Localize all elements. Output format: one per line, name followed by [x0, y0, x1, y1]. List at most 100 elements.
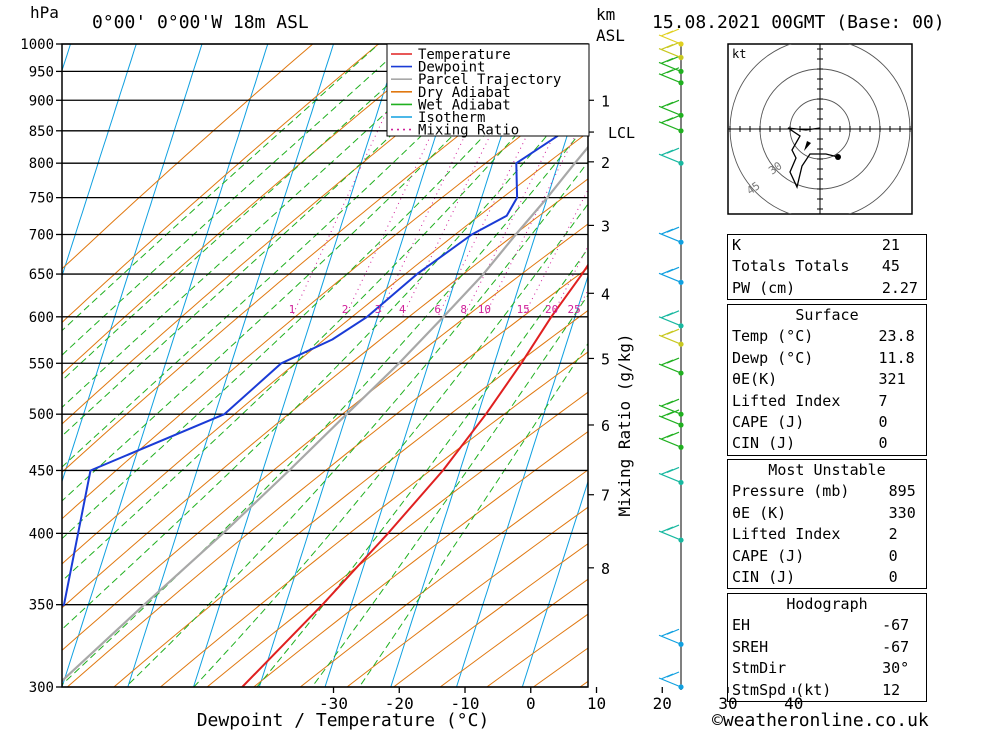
height-tick-label: 2: [601, 154, 610, 172]
height-tick-label: 7: [601, 487, 610, 505]
height-tick-label: 1: [601, 92, 610, 110]
surface-li-label: Lifted Index: [732, 391, 841, 410]
mu-cin-value: 0: [888, 568, 898, 587]
hodograph-table: Hodograph EH -67 SREH -67 StmDir 30° StmSpd…: [727, 593, 927, 703]
surface-dewp-value: 11.8: [878, 348, 915, 367]
stmdir-value: 30°: [882, 659, 910, 678]
legend-label: Wet Adiabat: [418, 97, 511, 113]
most-unstable-table: Most Unstable Pressure (mb) 895 θE (K) 330…: [727, 459, 927, 590]
legend-label: Mixing Ratio: [418, 123, 519, 139]
pressure-tick-label: 650: [29, 267, 54, 283]
mu-cape-label: CAPE (J): [732, 546, 805, 565]
height-tick-label: 4: [601, 285, 610, 303]
dry-adiabat-line: [346, 506, 588, 687]
credit-label: ©weatheronline.co.uk: [712, 710, 929, 731]
wind-barb: [658, 357, 682, 374]
wind-barb: [658, 409, 682, 426]
height-tick-label: 5: [601, 350, 610, 368]
mixing-ratio-axis-title: Mixing Ratio (g/kg): [615, 333, 634, 516]
pressure-tick-label: 300: [29, 680, 54, 696]
wind-dot: [678, 41, 684, 47]
pressure-tick-label: 900: [29, 93, 54, 109]
wind-barb: [658, 67, 682, 84]
wind-dot: [678, 80, 684, 86]
wind-dot: [678, 128, 684, 134]
dry-adiabat-line: [252, 430, 588, 687]
isotherm-line: [62, 44, 203, 484]
wind-barb: [658, 310, 682, 327]
mu-theta-label: θE (K): [732, 503, 787, 522]
wind-barb: [658, 524, 682, 541]
legend-label: Dewpoint: [418, 60, 485, 76]
wind-dot: [678, 323, 684, 329]
wind-dot: [678, 422, 684, 428]
wind-barb: [658, 328, 682, 345]
isotherm-line: [0, 18, 13, 724]
totals-label: Totals Totals: [732, 257, 850, 276]
wind-dot: [678, 370, 684, 376]
height-tick-label: 3: [601, 217, 610, 235]
wind-barb: [658, 431, 682, 448]
mu-cin-label: CIN (J): [732, 568, 796, 587]
x-axis-title: Dewpoint / Temperature (°C): [197, 710, 490, 731]
mixing-ratio-label: 10: [478, 303, 491, 316]
mu-li-value: 2: [888, 525, 898, 544]
mixing-ratio-label: 20: [545, 303, 558, 316]
surface-theta-label: θE(K): [732, 370, 778, 389]
wet-adiabat-line: [62, 44, 407, 356]
temperature-tick-label: 30: [718, 694, 737, 713]
surface-title: Surface: [795, 306, 859, 324]
mixing-ratio-line: [291, 44, 419, 318]
surface-cin-label: CIN (J): [732, 434, 796, 453]
dry-adiabat-line: [62, 223, 588, 651]
surface-cin-value: 0: [878, 434, 888, 453]
wind-barb: [658, 55, 682, 72]
pressure-tick-label: 550: [29, 356, 54, 372]
mixing-ratio-label: 1: [289, 303, 296, 316]
wet-adiabat-line: [62, 44, 434, 382]
wet-adiabat-line: [62, 44, 380, 332]
surface-dewp-label: Dewp (°C): [732, 348, 814, 367]
wet-adiabat-line: [62, 44, 515, 468]
mixing-ratio-label: 15: [517, 303, 530, 316]
mu-title: Most Unstable: [768, 461, 886, 479]
mixing-ratio-label: 4: [399, 303, 406, 316]
height-tick-label: LCL: [608, 124, 635, 142]
wind-dot: [678, 479, 684, 486]
temperature-tick-label: -30: [319, 694, 348, 713]
legend-label: Temperature: [418, 47, 511, 63]
hodograph-ring-label: 30: [766, 159, 784, 177]
legend-label: Isotherm: [418, 110, 485, 126]
wind-barb: [658, 266, 682, 283]
legend-label: Dry Adiabat: [418, 85, 511, 101]
temperature-tick-label: -20: [385, 694, 414, 713]
location-label: 0°00' 0°00'W 18m ASL: [92, 12, 309, 33]
stmspd-value: 12: [882, 680, 901, 699]
wind-barb: [658, 398, 682, 415]
temperature-tick-label: 0: [526, 694, 536, 713]
wet-adiabat-line: [125, 161, 588, 687]
mu-pressure-label: Pressure (mb): [732, 482, 850, 501]
hodo-stats-title: Hodograph: [786, 595, 868, 613]
wind-dot: [678, 537, 684, 543]
wind-dot: [678, 279, 684, 285]
height-tick-label: 8: [601, 560, 610, 578]
mixing-ratio-line: [573, 288, 588, 318]
pressure-tick-label: 500: [29, 407, 54, 423]
mixing-ratio-label: 25: [567, 303, 580, 316]
mu-pressure-value: 895: [888, 482, 916, 501]
isotherm-line: [62, 44, 269, 687]
k-value: 21: [881, 236, 900, 254]
wet-adiabat-line: [62, 85, 588, 630]
dry-adiabat-line: [62, 178, 588, 609]
pressure-tick-label: 1000: [20, 37, 54, 53]
pw-value: 2.27: [881, 278, 918, 297]
wet-adiabat-line: [256, 247, 588, 687]
sreh-value: -67: [882, 637, 910, 656]
pressure-tick-label: 350: [29, 598, 54, 614]
pressure-tick-label: 850: [29, 124, 54, 140]
wind-dot: [678, 239, 684, 245]
pressure-tick-label: 800: [29, 156, 54, 172]
temperature-tick-label: 10: [587, 694, 606, 713]
